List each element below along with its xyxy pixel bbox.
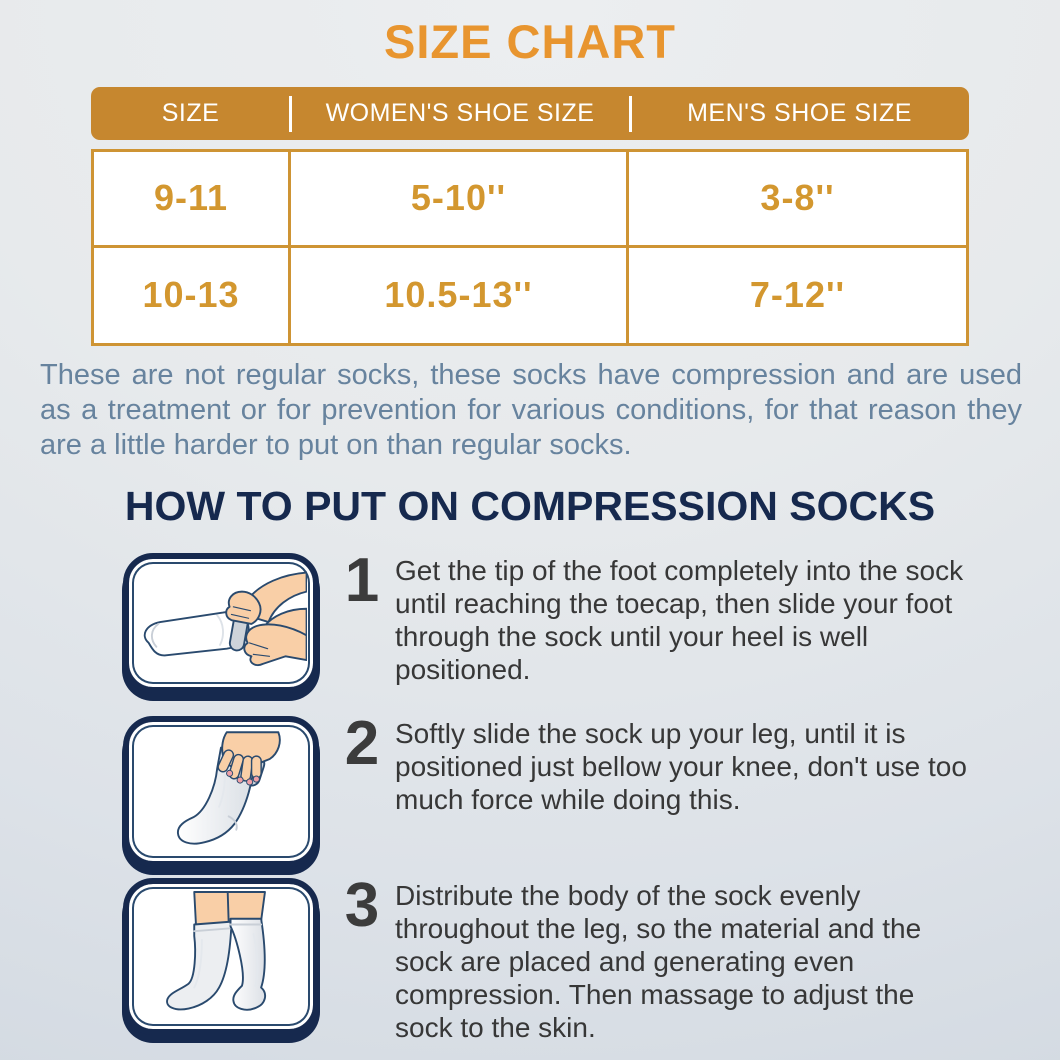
step-number: 1 — [344, 546, 380, 615]
size-chart-cell: 3-8'' — [629, 152, 966, 248]
step-instruction: Distribute the body of the sock evenly t… — [395, 880, 922, 1043]
size-chart-column-size: SIZE — [161, 99, 220, 127]
size-chart-column-mens: MEN'S SHOE SIZE — [687, 99, 912, 127]
intro-paragraph: These are not regular socks, these socks… — [40, 359, 1022, 461]
size-chart-cell: 5-10'' — [291, 152, 629, 248]
size-chart-cell: 10-13 — [94, 247, 291, 343]
header-separator — [289, 96, 292, 132]
step-2-image-frame — [123, 716, 319, 867]
step-row-3: 3 Distribute the body of the sock evenly… — [123, 871, 971, 1044]
step-row-1: 1 Get the tip of the foot completely int… — [123, 546, 971, 693]
page-title: SIZE CHART — [384, 15, 676, 68]
header-separator — [629, 96, 632, 132]
step-instruction: Softly slide the sock up your leg, until… — [395, 718, 967, 815]
size-chart-cell: 7-12'' — [749, 274, 846, 316]
step-number: 2 — [344, 709, 380, 778]
sliding-sock-up-leg-illustration — [177, 731, 281, 845]
how-to-heading: HOW TO PUT ON COMPRESSION SOCKS — [124, 483, 936, 529]
size-chart-cell: 9-11 — [94, 152, 291, 248]
step-number: 3 — [344, 871, 380, 940]
foot-entering-sock-illustration — [143, 571, 307, 667]
size-chart-header: SIZE WOMEN'S SHOE SIZE MEN'S SHOE SIZE — [91, 87, 969, 140]
step-row-2: 2 Softly slide the sock up your leg, unt… — [123, 709, 971, 867]
adjusting-socks-on-both-legs-illustration — [166, 891, 267, 1011]
step-instruction: Get the tip of the foot completely into … — [395, 555, 964, 685]
size-chart-column-womens: WOMEN'S SHOE SIZE — [325, 99, 595, 127]
size-chart-table: 9-11 5-10'' 3-8'' 10-13 10.5-13'' 7-12'' — [91, 149, 969, 346]
step-3-image-frame — [123, 878, 319, 1035]
size-chart-cell: 10.5-13'' — [291, 247, 629, 343]
step-1-image-frame — [123, 553, 319, 693]
